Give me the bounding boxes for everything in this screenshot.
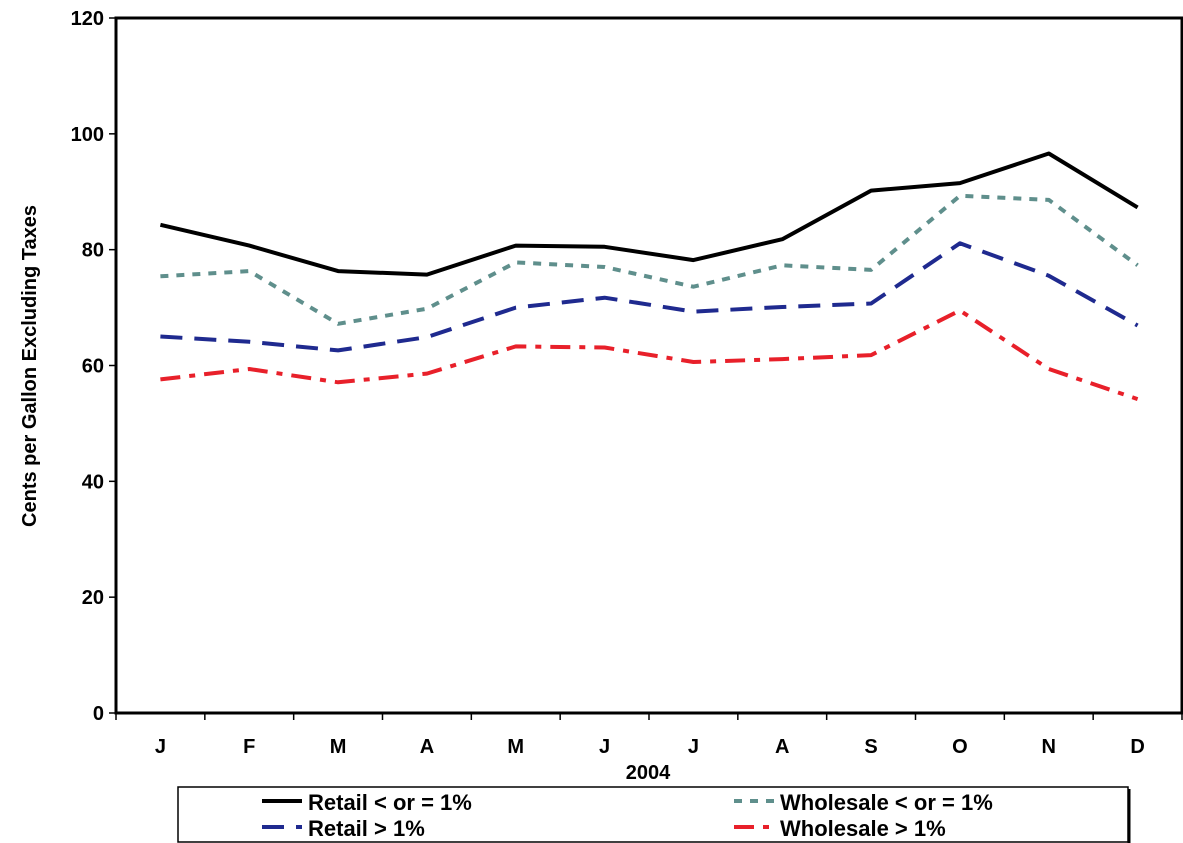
series-line-2 bbox=[160, 193, 1139, 326]
x-tick-label: M bbox=[507, 736, 524, 758]
x-tick-label: F bbox=[243, 736, 255, 758]
x-tick-label: J bbox=[599, 736, 610, 758]
x-tick-label: O bbox=[952, 736, 968, 758]
x-tick-label: M bbox=[330, 736, 347, 758]
y-tick-label: 80 bbox=[82, 240, 104, 262]
y-tick-label: 0 bbox=[93, 703, 104, 725]
legend-frame bbox=[177, 786, 1129, 843]
y-tick-label: 40 bbox=[82, 471, 104, 493]
x-tick-label: J bbox=[688, 736, 699, 758]
x-tick-label: D bbox=[1130, 736, 1144, 758]
legend-label-3: Retail > 1% bbox=[308, 816, 425, 841]
series-line-1 bbox=[159, 151, 1139, 277]
y-tick-label: 120 bbox=[71, 8, 104, 30]
x-tick-label: S bbox=[864, 736, 877, 758]
y-tick-label: 60 bbox=[82, 356, 104, 378]
x-tick-label: A bbox=[420, 736, 434, 758]
legend-label-2: Wholesale < or = 1% bbox=[780, 790, 993, 815]
x-tick-label: N bbox=[1042, 736, 1056, 758]
y-tick-label: 100 bbox=[71, 124, 104, 146]
series-line-3 bbox=[160, 241, 1139, 353]
series-line-4 bbox=[160, 308, 1139, 401]
legend: Retail < or = 1% Wholesale < or = 1% Retai… bbox=[177, 786, 1131, 843]
plot-area bbox=[114, 16, 1183, 715]
y-axis: 0 20 40 60 80 100 120 bbox=[71, 8, 116, 725]
x-tick-label: J bbox=[155, 736, 166, 758]
y-tick-label: 20 bbox=[82, 587, 104, 609]
series-lines bbox=[159, 151, 1139, 401]
x-tick-label: A bbox=[775, 736, 789, 758]
x-axis-title: 2004 bbox=[626, 762, 671, 784]
legend-label-4: Wholesale > 1% bbox=[780, 816, 946, 841]
plot-frame bbox=[114, 16, 1183, 715]
legend-label-1: Retail < or = 1% bbox=[308, 790, 472, 815]
y-axis-title: Cents per Gallon Excluding Taxes bbox=[19, 205, 41, 527]
